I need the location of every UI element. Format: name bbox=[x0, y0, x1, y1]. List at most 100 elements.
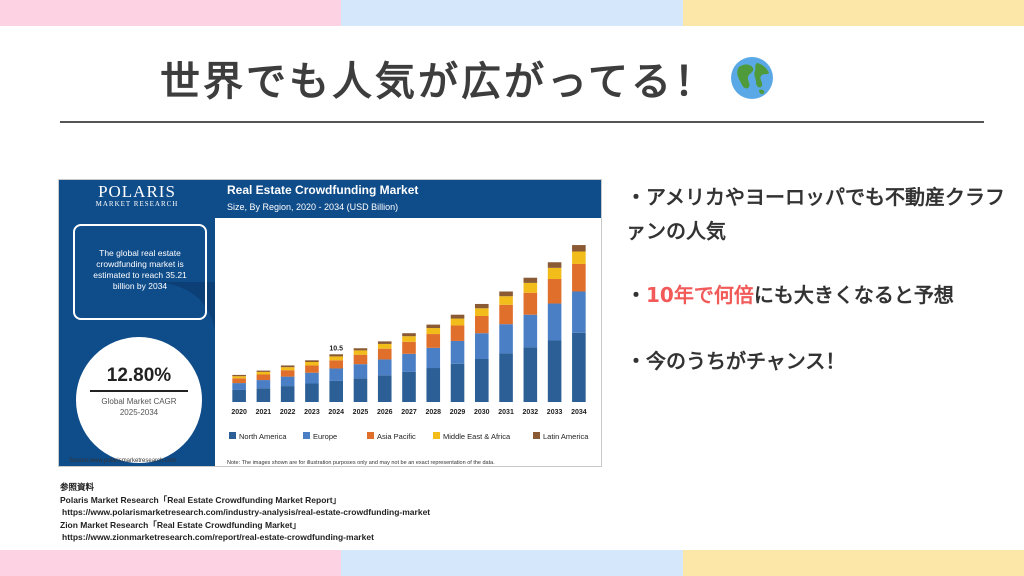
cagr-value: 12.80% bbox=[106, 365, 172, 386]
reference-url[interactable]: https://www.polarismarketresearch.com/in… bbox=[62, 507, 431, 517]
bar-segment bbox=[547, 340, 562, 402]
bar-segment bbox=[402, 336, 416, 342]
bar-segment bbox=[572, 263, 586, 292]
bar-segment bbox=[329, 356, 343, 361]
legend-label: North America bbox=[239, 432, 287, 441]
legend-swatch bbox=[533, 432, 540, 439]
stripe-yellow bbox=[682, 550, 1024, 576]
cagr-label-line-1: Global Market CAGR bbox=[101, 397, 177, 406]
x-tick-label: 2031 bbox=[498, 409, 514, 416]
bar-segment bbox=[426, 328, 441, 335]
bar-segment bbox=[499, 353, 513, 402]
bar-segment bbox=[450, 314, 465, 319]
bar-segment bbox=[329, 368, 343, 381]
bar-segment bbox=[547, 267, 562, 280]
bar-segment bbox=[402, 371, 416, 402]
polaris-logo: POLARIS MARKET RESEARCH bbox=[59, 182, 215, 208]
x-tick-label: 2029 bbox=[450, 409, 466, 416]
bar-segment bbox=[475, 308, 489, 316]
bar-segment bbox=[450, 318, 465, 326]
bar-segment bbox=[547, 262, 562, 268]
chart-note: Note: The images shown are for illustrat… bbox=[227, 460, 495, 466]
bar-segment bbox=[353, 364, 368, 379]
x-tick-label: 2030 bbox=[474, 409, 490, 416]
bar-segment bbox=[256, 374, 271, 381]
bar-segment bbox=[547, 279, 562, 304]
slide-title: 世界でも人気が広がってる！ bbox=[160, 48, 880, 108]
stripe-blue bbox=[341, 0, 683, 26]
bar-segment bbox=[377, 375, 392, 402]
data-label: 10.5 bbox=[329, 345, 343, 352]
legend-label: Europe bbox=[313, 432, 337, 441]
bar-segment bbox=[450, 340, 465, 364]
market-info-box: The global real estate crowdfunding mark… bbox=[73, 224, 207, 320]
stripe-yellow bbox=[682, 0, 1024, 26]
bar-segment bbox=[572, 245, 586, 252]
bullet-growth-highlight: 10年で何倍 bbox=[646, 283, 754, 307]
bar-segment bbox=[353, 348, 368, 351]
source-text: Source:www.polarismarketresearch.com bbox=[69, 458, 177, 464]
bullet-growth-prefix: ・ bbox=[626, 283, 646, 307]
bar-segment bbox=[329, 380, 343, 402]
bar-segment bbox=[547, 303, 562, 341]
bar-segment bbox=[523, 277, 538, 283]
bar-segment bbox=[426, 324, 441, 329]
decorative-curve bbox=[159, 282, 215, 330]
title-underline bbox=[60, 121, 984, 123]
bullet-growth: ・10年で何倍にも大きくなると予想 bbox=[626, 278, 954, 312]
bar-segment bbox=[280, 365, 295, 368]
globe-icon bbox=[731, 57, 773, 99]
bar-segment bbox=[572, 332, 586, 402]
top-color-stripe bbox=[0, 0, 1024, 26]
bar-segment bbox=[426, 368, 441, 402]
cagr-circle: 12.80% Global Market CAGR 2025-2034 bbox=[71, 332, 207, 466]
legend-swatch bbox=[433, 432, 440, 439]
bar-segment bbox=[426, 334, 441, 348]
bar-segment bbox=[450, 325, 465, 341]
reference-name: Polaris Market Research「Real Estate Crow… bbox=[60, 494, 342, 505]
infographic-left-pane: POLARIS MARKET RESEARCH The global real … bbox=[59, 180, 215, 466]
x-tick-label: 2033 bbox=[547, 409, 563, 416]
bar-segment bbox=[329, 354, 343, 357]
bar-segment bbox=[256, 370, 271, 372]
x-tick-label: 2022 bbox=[280, 409, 296, 416]
stripe-pink bbox=[0, 0, 342, 26]
bar-segment bbox=[450, 363, 465, 402]
reference-url[interactable]: https://www.zionmarketresearch.com/repor… bbox=[62, 532, 374, 542]
x-tick-label: 2027 bbox=[401, 409, 417, 416]
legend-swatch bbox=[367, 432, 374, 439]
stripe-blue bbox=[341, 550, 683, 576]
bottom-color-stripe bbox=[0, 550, 1024, 576]
legend-label: Asia Pacific bbox=[377, 432, 416, 441]
brand-name: POLARIS bbox=[98, 182, 176, 201]
x-tick-label: 2028 bbox=[425, 409, 441, 416]
bar-segment bbox=[305, 365, 319, 373]
bar-segment bbox=[353, 354, 368, 365]
market-infographic: POLARIS MARKET RESEARCH The global real … bbox=[58, 179, 602, 467]
legend-label: Middle East & Africa bbox=[443, 432, 511, 441]
x-tick-label: 2032 bbox=[523, 409, 539, 416]
bar-segment bbox=[402, 333, 416, 337]
bar-segment bbox=[377, 348, 392, 360]
bar-segment bbox=[232, 376, 246, 379]
bar-segment bbox=[305, 383, 319, 402]
slide-title-text: 世界でも人気が広がってる！ bbox=[160, 59, 717, 105]
bar-segment bbox=[232, 389, 246, 402]
bar-segment bbox=[377, 359, 392, 376]
legend-swatch bbox=[229, 432, 236, 439]
brand-sub: MARKET RESEARCH bbox=[95, 200, 179, 208]
x-tick-label: 2020 bbox=[231, 409, 247, 416]
references: 参照資料 Polaris Market Research「Real Estate… bbox=[60, 481, 430, 544]
reference-name: Zion Market Research「Real Estate Crowdfu… bbox=[60, 519, 301, 530]
bar-segment bbox=[232, 374, 246, 377]
bar-segment bbox=[377, 341, 392, 344]
bar-segment bbox=[256, 380, 271, 389]
bar-segment bbox=[280, 367, 295, 371]
bar-segment bbox=[475, 359, 489, 402]
bar-segment bbox=[572, 251, 586, 264]
bar-segment bbox=[280, 370, 295, 377]
bar-segment bbox=[499, 304, 513, 325]
bullet-chance: ・今のうちがチャンス！ bbox=[626, 349, 846, 373]
x-tick-label: 2034 bbox=[571, 409, 587, 416]
x-tick-label: 2024 bbox=[328, 409, 344, 416]
